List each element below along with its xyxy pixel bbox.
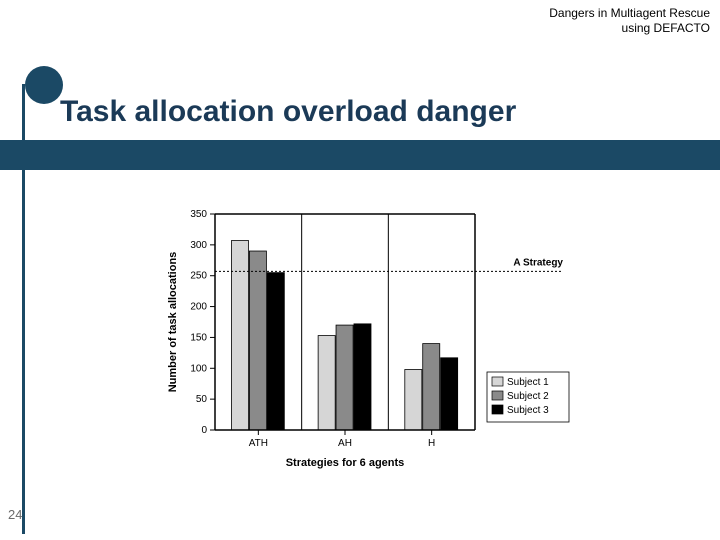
svg-text:350: 350 (190, 209, 207, 220)
task-allocation-chart: 0 50 100 150 200 250 300 350 ATH AH H A Strategy Str… (160, 202, 580, 472)
svg-text:300: 300 (190, 240, 207, 251)
slide-title: Task allocation overload danger (60, 95, 516, 129)
svg-text:Subject 3: Subject 3 (507, 405, 549, 416)
header-line2: using DEFACTO (549, 21, 710, 36)
svg-text:A Strategy: A Strategy (513, 257, 563, 268)
header-line1: Dangers in Multiagent Rescue (549, 6, 710, 21)
svg-text:H: H (428, 438, 435, 449)
svg-text:50: 50 (196, 394, 208, 405)
svg-text:200: 200 (190, 302, 207, 313)
page-number: 24 (8, 507, 22, 522)
accent-dot (25, 66, 63, 104)
svg-text:Subject 2: Subject 2 (507, 391, 549, 402)
svg-text:250: 250 (190, 271, 207, 282)
svg-text:Strategies for 6 agents: Strategies for 6 agents (286, 457, 405, 469)
title-underline (0, 140, 720, 170)
svg-text:AH: AH (338, 438, 352, 449)
svg-text:Subject 1: Subject 1 (507, 377, 549, 388)
svg-text:100: 100 (190, 363, 207, 374)
header-block: Dangers in Multiagent Rescue using DEFAC… (549, 6, 710, 36)
svg-text:ATH: ATH (249, 438, 268, 449)
svg-text:0: 0 (201, 425, 207, 436)
svg-text:Number of task allocations: Number of task allocations (167, 252, 179, 393)
svg-text:150: 150 (190, 332, 207, 343)
